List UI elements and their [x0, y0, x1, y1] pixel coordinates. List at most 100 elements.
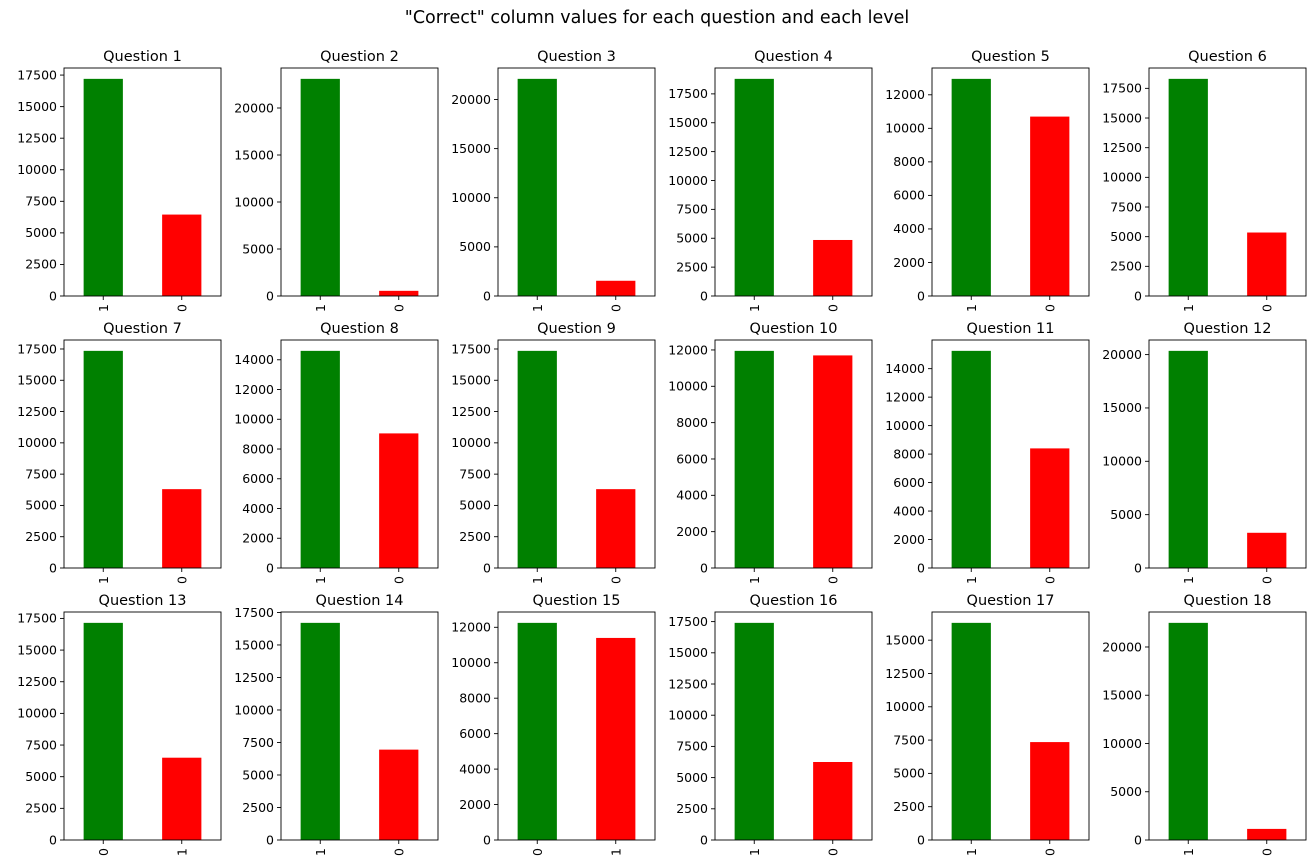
x-tick-label: 0	[1259, 848, 1274, 856]
bar-0	[596, 280, 636, 296]
y-tick-label: 17500	[451, 341, 491, 356]
y-tick-label: 15000	[668, 115, 708, 130]
axes-frame	[63, 339, 222, 569]
bar-1	[300, 622, 340, 840]
panel-9: 0 2500 5000 7500 10000 12500 15000 17500 1 0 Quest…	[451, 321, 656, 584]
bar-0	[1247, 828, 1287, 840]
y-tick-label: 12500	[668, 144, 708, 159]
y-tick-label: 12500	[451, 404, 491, 419]
x-tick-label: 0	[608, 304, 623, 312]
panel-title: Question 8	[320, 321, 399, 337]
y-tick-label: 12500	[1102, 140, 1142, 155]
y-tick-label: 15000	[668, 645, 708, 660]
x-tick-label: 0	[530, 848, 545, 856]
x-tick-label: 1	[313, 304, 328, 312]
panel-5: 0 2000 4000 6000 8000 10000 12000 1 0 Question 5	[885, 49, 1090, 312]
y-tick-label: 17500	[234, 605, 274, 620]
panel-title: Question 13	[99, 593, 187, 609]
y-tick-label: 12000	[451, 620, 491, 635]
bar-0	[379, 433, 419, 568]
panel-title: Question 12	[1184, 321, 1272, 337]
y-tick-label: 4000	[893, 221, 925, 236]
bar-0	[596, 489, 636, 568]
y-tick-label: 7500	[459, 466, 491, 481]
axes-frame	[280, 611, 439, 841]
y-tick-label: 4000	[459, 761, 491, 776]
y-tick-label: 17500	[17, 611, 57, 626]
y-tick-label: 2000	[893, 532, 925, 547]
y-tick-label: 12500	[17, 130, 57, 145]
y-tick-label: 7500	[893, 732, 925, 747]
axes-frame	[1148, 67, 1307, 297]
axes-frame	[931, 611, 1090, 841]
y-tick-label: 12000	[885, 389, 925, 404]
panel-title: Question 10	[750, 321, 838, 337]
y-tick-label: 12500	[17, 674, 57, 689]
y-tick-label: 4000	[893, 503, 925, 518]
bar-0	[1030, 116, 1070, 296]
y-tick-label: 0	[700, 832, 708, 847]
y-tick-label: 10000	[17, 162, 57, 177]
y-tick-label: 15000	[234, 147, 274, 162]
y-tick-label: 0	[266, 560, 274, 575]
y-tick-label: 2500	[676, 259, 708, 274]
y-tick-label: 10000	[668, 708, 708, 723]
y-tick-label: 2500	[25, 529, 57, 544]
y-tick-label: 20000	[451, 92, 491, 107]
y-tick-label: 7500	[25, 466, 57, 481]
y-tick-label: 15000	[234, 637, 274, 652]
y-tick-label: 0	[1134, 288, 1142, 303]
y-tick-label: 0	[1134, 832, 1142, 847]
x-tick-label: 1	[313, 576, 328, 584]
y-tick-label: 15000	[17, 642, 57, 657]
axes-frame	[1148, 611, 1307, 841]
panel-8: 0 2000 4000 6000 8000 10000 12000 14000 1 0 Questi…	[234, 321, 439, 584]
x-tick-label: 1	[964, 576, 979, 584]
x-tick-label: 1	[96, 304, 111, 312]
y-tick-label: 10000	[17, 706, 57, 721]
x-tick-label: 1	[608, 848, 623, 856]
x-tick-label: 1	[530, 576, 545, 584]
y-tick-label: 10000	[885, 699, 925, 714]
y-tick-label: 0	[917, 832, 925, 847]
y-tick-label: 17500	[1102, 81, 1142, 96]
y-tick-label: 5000	[25, 225, 57, 240]
panel-title: Question 14	[316, 593, 404, 609]
bar-1	[1168, 622, 1208, 840]
axes-frame	[714, 339, 873, 569]
bar-0	[1247, 232, 1287, 296]
y-tick-label: 0	[266, 832, 274, 847]
y-tick-label: 0	[917, 560, 925, 575]
bar-0	[83, 622, 123, 840]
y-tick-label: 2000	[676, 524, 708, 539]
y-tick-label: 5000	[1110, 507, 1142, 522]
y-tick-label: 6000	[893, 188, 925, 203]
axes-frame	[931, 67, 1090, 297]
x-tick-label: 1	[964, 304, 979, 312]
axes-frame	[714, 67, 873, 297]
x-tick-label: 0	[1259, 304, 1274, 312]
panel-title: Question 7	[103, 321, 182, 337]
y-tick-label: 10000	[1102, 454, 1142, 469]
bar-1	[1168, 78, 1208, 296]
axes-frame	[497, 67, 656, 297]
y-tick-label: 5000	[459, 239, 491, 254]
y-tick-label: 0	[49, 832, 57, 847]
y-tick-label: 5000	[25, 769, 57, 784]
y-tick-label: 15000	[17, 373, 57, 388]
x-tick-label: 0	[391, 576, 406, 584]
y-tick-label: 5000	[242, 767, 274, 782]
y-tick-label: 8000	[242, 441, 274, 456]
panel-17: 0 2500 5000 7500 10000 12500 15000 1 0 Question 1…	[885, 593, 1090, 856]
axes-frame	[497, 339, 656, 569]
y-tick-label: 5000	[459, 498, 491, 513]
bar-1	[951, 78, 991, 297]
y-tick-label: 2500	[893, 799, 925, 814]
y-tick-label: 0	[700, 288, 708, 303]
y-tick-label: 8000	[893, 446, 925, 461]
x-tick-label: 1	[964, 848, 979, 856]
y-tick-label: 0	[266, 288, 274, 303]
panel-6: 0 2500 5000 7500 10000 12500 15000 17500 1 0 Quest…	[1102, 49, 1307, 312]
bar-1	[734, 78, 774, 296]
